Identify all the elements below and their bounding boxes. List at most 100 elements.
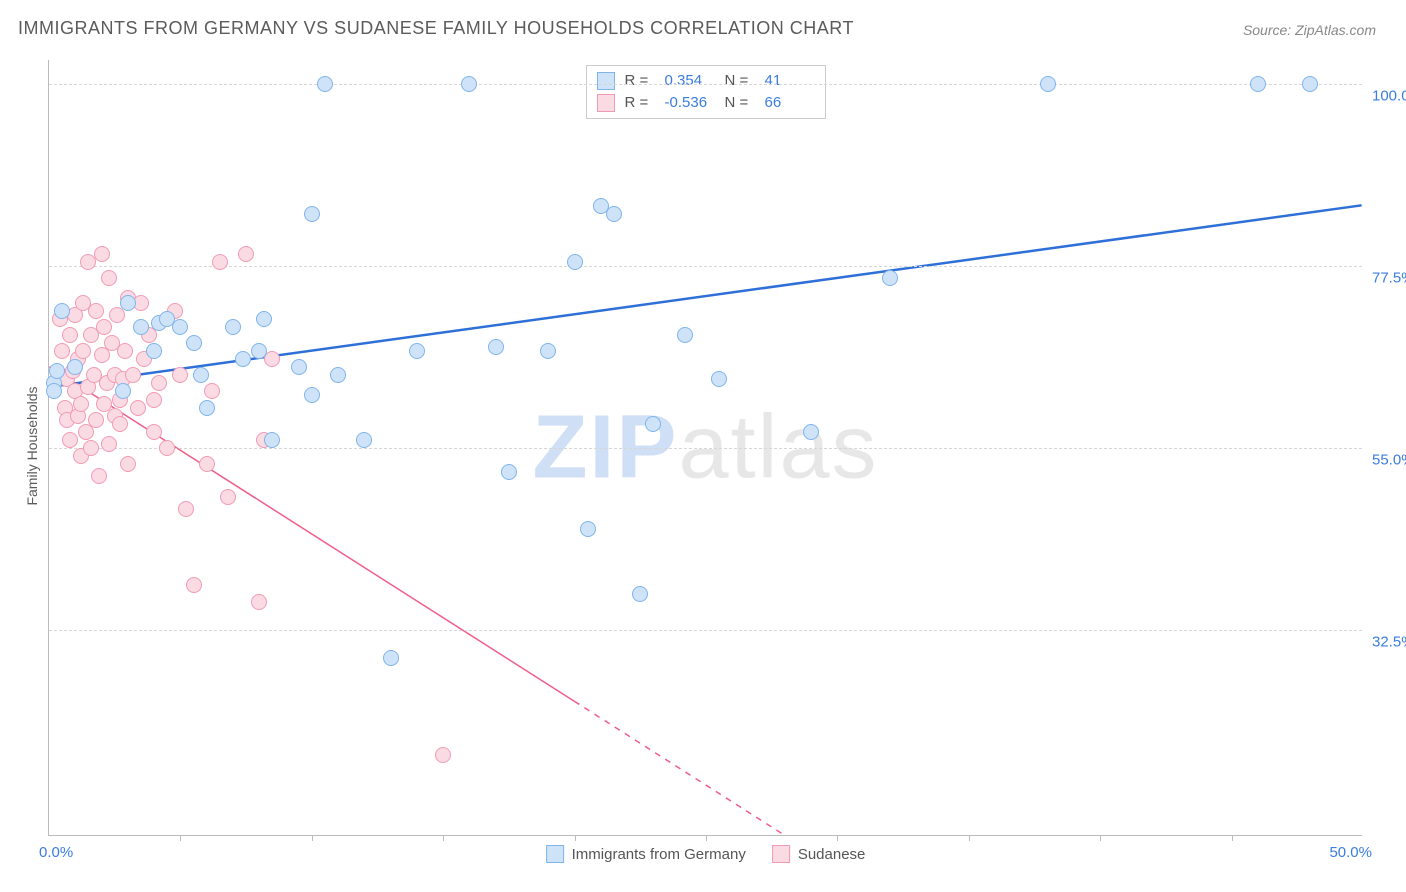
n-label: N = [725,92,755,114]
data-point-germany [383,650,399,666]
legend-label-germany: Immigrants from Germany [572,846,746,863]
data-point-germany [540,343,556,359]
data-point-sudanese [178,501,194,517]
data-point-sudanese [112,416,128,432]
x-tick-mark [575,835,576,841]
data-point-sudanese [94,246,110,262]
r-value-sudanese: -0.536 [665,92,715,114]
watermark-part2: atlas [678,397,878,497]
data-point-sudanese [151,375,167,391]
data-point-germany [882,270,898,286]
data-point-sudanese [83,440,99,456]
data-point-germany [677,327,693,343]
x-tick-mark [706,835,707,841]
y-tick-label: 77.5% [1372,270,1406,287]
data-point-germany [580,521,596,537]
data-point-sudanese [251,594,267,610]
data-point-germany [291,359,307,375]
y-axis-label: Family Households [24,386,40,505]
y-tick-label: 100.0% [1372,88,1406,105]
gridline [49,630,1362,631]
data-point-germany [120,295,136,311]
series-legend: Immigrants from Germany Sudanese [546,845,866,863]
data-point-sudanese [220,489,236,505]
data-point-sudanese [172,367,188,383]
n-value-sudanese: 66 [765,92,815,114]
data-point-germany [251,343,267,359]
data-point-germany [317,76,333,92]
data-point-germany [146,343,162,359]
y-tick-label: 32.5% [1372,633,1406,650]
data-point-germany [1302,76,1318,92]
data-point-germany [567,254,583,270]
data-point-sudanese [101,270,117,286]
data-point-germany [1250,76,1266,92]
data-point-sudanese [88,412,104,428]
data-point-germany [330,367,346,383]
legend-item-germany: Immigrants from Germany [546,845,746,863]
legend-row-sudanese: R = -0.536 N = 66 [597,92,815,114]
data-point-sudanese [75,343,91,359]
r-value-germany: 0.354 [665,70,715,92]
data-point-germany [711,371,727,387]
data-point-sudanese [54,343,70,359]
swatch-germany [546,845,564,863]
data-point-germany [186,335,202,351]
legend-label-sudanese: Sudanese [798,846,866,863]
data-point-germany [172,319,188,335]
data-point-germany [1040,76,1056,92]
x-tick-mark [969,835,970,841]
data-point-sudanese [91,468,107,484]
y-tick-label: 55.0% [1372,452,1406,469]
x-tick-mark [1232,835,1233,841]
data-point-germany [461,76,477,92]
data-point-germany [256,311,272,327]
scatter-plot-area: ZIPatlas R = 0.354 N = 41 R = -0.536 N =… [48,60,1362,836]
data-point-sudanese [125,367,141,383]
data-point-sudanese [117,343,133,359]
r-label: R = [625,70,655,92]
source-attribution: Source: ZipAtlas.com [1243,22,1376,38]
data-point-sudanese [62,327,78,343]
data-point-germany [235,351,251,367]
data-point-sudanese [186,577,202,593]
data-point-germany [632,586,648,602]
data-point-sudanese [73,396,89,412]
data-point-sudanese [120,456,136,472]
data-point-sudanese [146,424,162,440]
data-point-germany [645,416,661,432]
data-point-germany [49,363,65,379]
data-point-sudanese [199,456,215,472]
r-label: R = [625,92,655,114]
data-point-germany [46,383,62,399]
regression-line-sudanese [49,367,574,701]
data-point-sudanese [101,436,117,452]
data-point-germany [409,343,425,359]
data-point-germany [199,400,215,416]
x-axis-min-label: 0.0% [39,844,73,861]
data-point-germany [356,432,372,448]
x-tick-mark [312,835,313,841]
data-point-sudanese [212,254,228,270]
data-point-germany [133,319,149,335]
data-point-sudanese [146,392,162,408]
x-tick-mark [180,835,181,841]
data-point-germany [803,424,819,440]
x-tick-mark [1100,835,1101,841]
data-point-sudanese [62,432,78,448]
regression-line-dashed-sudanese [574,701,784,835]
data-point-germany [304,206,320,222]
data-point-germany [304,387,320,403]
data-point-sudanese [159,440,175,456]
data-point-germany [54,303,70,319]
data-point-sudanese [130,400,146,416]
data-point-germany [67,359,83,375]
data-point-sudanese [238,246,254,262]
swatch-germany [597,72,615,90]
data-point-sudanese [435,747,451,763]
data-point-germany [193,367,209,383]
x-tick-mark [837,835,838,841]
data-point-germany [115,383,131,399]
data-point-sudanese [96,319,112,335]
swatch-sudanese [772,845,790,863]
